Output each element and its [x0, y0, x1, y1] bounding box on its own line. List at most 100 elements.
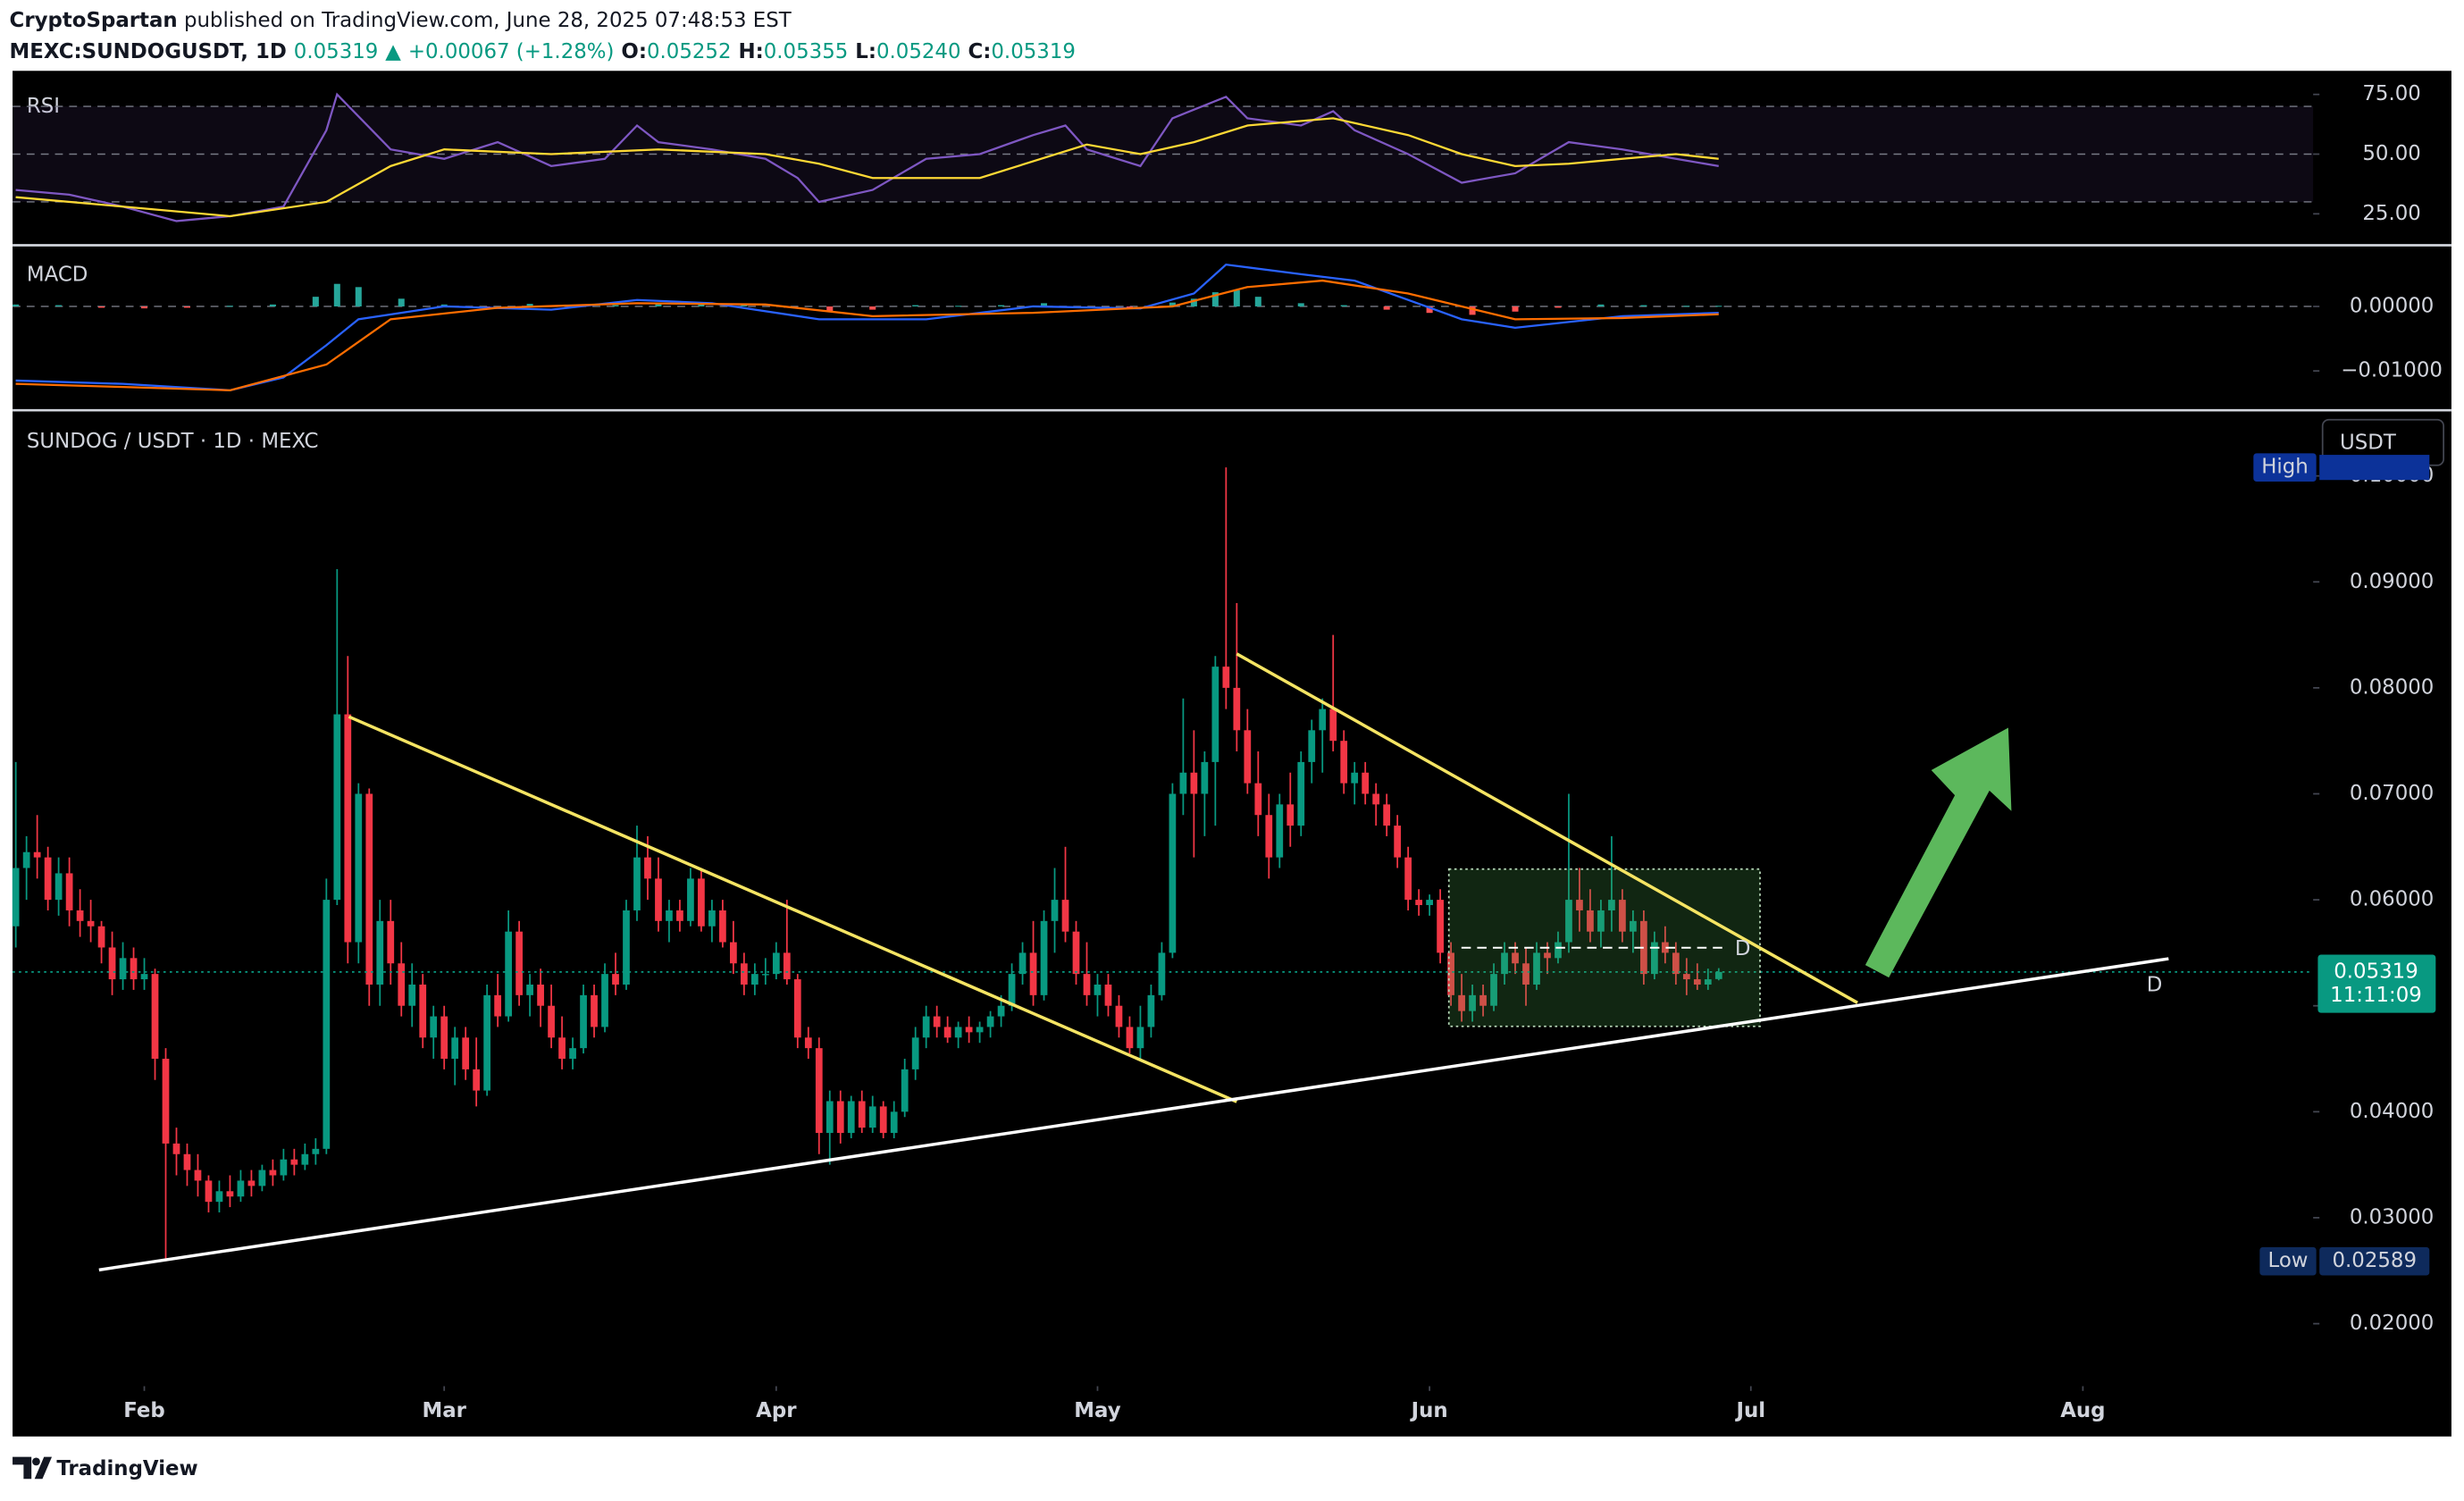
candle-body	[515, 931, 523, 995]
indicator-line	[15, 92, 1719, 222]
support-line	[98, 957, 2169, 1272]
arrow	[1865, 727, 2012, 978]
candle-body	[1522, 963, 1530, 985]
candle-body	[933, 1016, 941, 1027]
symbol-line: MEXC:SUNDOGUSDT, 1D 0.05319 ▲ +0.00067 (…	[10, 40, 1076, 63]
candle-body	[247, 1180, 256, 1187]
candle-body	[215, 1191, 223, 1203]
candle-body	[580, 994, 587, 1049]
candle-body	[612, 974, 619, 985]
candle-body	[783, 952, 791, 980]
histogram-bar	[1254, 297, 1261, 306]
candle-body	[54, 873, 63, 901]
candle-body	[172, 1143, 180, 1154]
candle-body	[1661, 942, 1669, 953]
candle-body	[740, 963, 748, 985]
x-tick-label: Aug	[2060, 1399, 2105, 1422]
histogram-bar	[1469, 306, 1476, 315]
candle-body	[280, 1159, 288, 1176]
y-tick-label: 50.00	[2362, 142, 2420, 165]
y-tick-label: 0.06000	[2350, 888, 2435, 911]
histogram-bar	[698, 304, 705, 306]
drawing-label: D	[1735, 937, 1751, 960]
ohlc-key: O:	[621, 40, 647, 63]
ohlc-key: H:	[738, 40, 763, 63]
candle-body	[333, 714, 341, 901]
x-tick-label: Jun	[1410, 1399, 1448, 1422]
histogram-bar	[1211, 292, 1219, 306]
candle-body	[1394, 826, 1402, 858]
ohlc-value: 0.05252	[647, 40, 732, 63]
candle-body	[687, 878, 694, 921]
candle-body	[344, 714, 352, 943]
y-tick-label: −0.01000	[2341, 359, 2443, 382]
candle-body	[666, 910, 673, 921]
candle-body	[12, 868, 20, 927]
histogram-bar	[1383, 306, 1390, 310]
last-price-tag	[2317, 954, 2436, 1013]
x-tick-label: Apr	[756, 1399, 797, 1422]
candle-body	[1555, 942, 1562, 959]
candle-body	[655, 878, 662, 921]
candle-body	[676, 910, 683, 921]
x-tick-label: Feb	[123, 1399, 165, 1422]
arrow: ▲	[385, 40, 401, 63]
candle-body	[237, 1180, 245, 1197]
high-tag	[2253, 453, 2317, 482]
candle-body	[1587, 910, 1594, 932]
candle-body	[1319, 709, 1327, 731]
candle-body	[1061, 900, 1069, 932]
candle-body	[901, 1069, 909, 1112]
candle-body	[997, 1005, 1005, 1017]
candle-body	[1233, 687, 1241, 731]
candle-body	[1265, 815, 1273, 858]
candle-body	[1094, 984, 1102, 995]
candle-body	[847, 1101, 855, 1134]
low-value: 0.02589	[2332, 1249, 2417, 1272]
candle-body	[965, 1027, 973, 1033]
x-tick-label: Mar	[422, 1399, 466, 1422]
candle-body	[440, 1016, 448, 1060]
candle-body	[804, 1037, 812, 1049]
candle-body	[162, 1059, 170, 1144]
candle-body	[943, 1027, 951, 1038]
candle-body	[1576, 900, 1583, 910]
indicator-line	[15, 117, 1719, 218]
candle-body	[1329, 709, 1337, 742]
candle-body	[1029, 952, 1037, 995]
candle-body	[911, 1037, 919, 1069]
candle-body	[130, 958, 138, 980]
candle-body	[890, 1111, 898, 1134]
candle-body	[879, 1106, 887, 1134]
trend-line	[1236, 652, 1858, 1004]
candle-body	[1179, 772, 1187, 794]
candle-body	[97, 926, 105, 948]
indicator-line	[15, 279, 1719, 392]
candle-body	[1544, 952, 1551, 959]
candle-body	[205, 1180, 213, 1203]
candle-body	[1211, 667, 1219, 762]
y-tick-label: 0.07000	[2350, 782, 2435, 805]
candle-body	[1426, 900, 1433, 906]
currency[interactable]: USDT	[2340, 432, 2397, 455]
candle-body	[1650, 942, 1658, 975]
candle-body	[1619, 900, 1626, 932]
candle-body	[1190, 772, 1198, 794]
candle-body	[644, 857, 651, 879]
brand: TradingView	[56, 1457, 197, 1480]
candle-body	[1018, 952, 1027, 975]
candle-body	[1126, 1027, 1134, 1049]
candle-body	[922, 1016, 930, 1038]
candle-body	[793, 979, 801, 1038]
candle-body	[376, 920, 384, 985]
x-tick-label: Jul	[1734, 1399, 1765, 1422]
candle-body	[772, 952, 780, 975]
histogram-bar	[183, 306, 190, 308]
indicator-line	[15, 263, 1719, 392]
candle-body	[537, 984, 544, 1006]
y-tick-label: 0.09000	[2350, 570, 2435, 593]
candle-body	[1297, 761, 1305, 826]
pane-title: SUNDOG / USDT · 1D · MEXC	[27, 430, 319, 453]
candle-body	[569, 1048, 576, 1060]
